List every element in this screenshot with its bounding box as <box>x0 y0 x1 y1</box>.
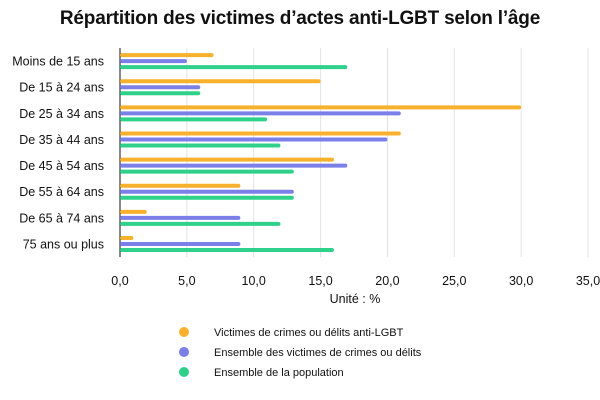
bar <box>120 85 201 90</box>
grid-lines <box>119 48 589 257</box>
bar <box>120 169 294 174</box>
bar <box>120 91 201 96</box>
x-tick-label: 30,0 <box>509 274 533 288</box>
bar <box>120 137 388 142</box>
bar <box>120 157 334 162</box>
category-label: De 25 à 34 ans <box>19 107 104 121</box>
bar <box>120 209 147 214</box>
bar <box>120 59 187 64</box>
x-tick-labels: 0,0 5,0 10,0 15,0 20,0 25,0 30,0 35,0 <box>111 274 600 288</box>
x-tick-label: 10,0 <box>242 274 266 288</box>
x-tick-label: 0,0 <box>111 274 128 288</box>
bars-group <box>120 53 522 252</box>
bar <box>120 215 241 220</box>
category-label: De 35 à 44 ans <box>19 133 104 147</box>
bar <box>120 65 348 70</box>
legend-label: Ensemble de la population <box>214 367 344 379</box>
category-label: De 65 à 74 ans <box>19 211 104 225</box>
bar <box>120 105 522 110</box>
bar <box>120 53 214 58</box>
bar <box>120 221 281 226</box>
category-labels: Moins de 15 ans De 15 à 24 ans De 25 à 34 … <box>12 55 104 252</box>
x-tick-label: 15,0 <box>308 274 332 288</box>
bar <box>120 189 294 194</box>
bar <box>120 195 294 200</box>
x-tick-label: 5,0 <box>178 274 195 288</box>
legend-marker <box>179 367 189 377</box>
legend: Victimes de crimes ou délits anti-LGBT En… <box>179 327 422 379</box>
legend-label: Victimes de crimes ou délits anti-LGBT <box>214 327 404 339</box>
x-tick-label: 25,0 <box>442 274 466 288</box>
bar <box>120 235 134 240</box>
category-label: De 15 à 24 ans <box>19 81 104 95</box>
category-label: De 45 à 54 ans <box>19 159 104 173</box>
legend-label: Ensemble des victimes de crimes ou délit… <box>214 347 422 359</box>
bar <box>120 117 268 122</box>
category-label: Moins de 15 ans <box>12 55 104 69</box>
bar <box>120 131 401 136</box>
legend-marker <box>179 347 189 357</box>
bar <box>120 163 348 168</box>
x-axis-title: Unité : % <box>330 292 381 306</box>
bar <box>120 241 241 246</box>
bar <box>120 143 281 148</box>
x-tick-label: 35,0 <box>576 274 600 288</box>
bar <box>120 111 401 116</box>
category-label: 75 ans ou plus <box>23 237 104 251</box>
bar <box>120 247 334 252</box>
legend-marker <box>179 327 189 337</box>
bar <box>120 79 321 84</box>
x-tick-label: 20,0 <box>375 274 399 288</box>
chart-title: Répartition des victimes d’actes anti-LG… <box>59 8 541 29</box>
bar <box>120 183 241 188</box>
category-label: De 55 à 64 ans <box>19 185 104 199</box>
